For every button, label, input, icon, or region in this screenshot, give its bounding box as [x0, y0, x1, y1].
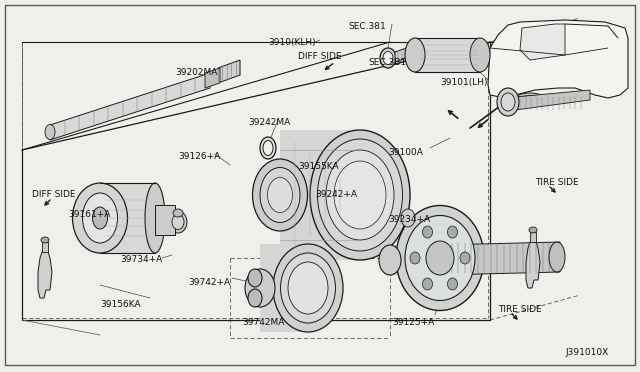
Polygon shape: [42, 242, 48, 252]
Ellipse shape: [396, 205, 484, 311]
Ellipse shape: [260, 167, 300, 222]
Text: SEC.381: SEC.381: [348, 22, 386, 31]
Ellipse shape: [72, 183, 127, 253]
Ellipse shape: [447, 226, 458, 238]
Polygon shape: [515, 90, 590, 110]
Ellipse shape: [93, 207, 108, 229]
Ellipse shape: [83, 193, 118, 243]
Ellipse shape: [422, 226, 433, 238]
Ellipse shape: [405, 215, 475, 301]
Ellipse shape: [383, 51, 393, 64]
Ellipse shape: [268, 177, 292, 212]
Ellipse shape: [145, 183, 165, 253]
Polygon shape: [395, 45, 415, 62]
Ellipse shape: [169, 211, 187, 233]
Ellipse shape: [379, 245, 401, 275]
Ellipse shape: [460, 252, 470, 264]
Polygon shape: [260, 244, 308, 332]
Ellipse shape: [501, 93, 515, 111]
Text: 39242MA: 39242MA: [248, 118, 291, 127]
Text: 39155KA: 39155KA: [298, 162, 339, 171]
Ellipse shape: [426, 241, 454, 275]
Ellipse shape: [334, 161, 386, 229]
Ellipse shape: [288, 262, 328, 314]
Polygon shape: [205, 68, 220, 88]
Text: 39202MA: 39202MA: [175, 68, 218, 77]
Text: SEC.3B1: SEC.3B1: [368, 58, 406, 67]
Polygon shape: [155, 205, 175, 235]
Text: TIRE SIDE: TIRE SIDE: [498, 305, 541, 314]
Text: 3910(KLH): 3910(KLH): [268, 38, 316, 47]
Ellipse shape: [248, 269, 262, 287]
Ellipse shape: [326, 150, 394, 240]
Text: TIRE SIDE: TIRE SIDE: [535, 178, 579, 187]
Polygon shape: [415, 38, 480, 72]
Text: 39742+A: 39742+A: [188, 278, 230, 287]
Ellipse shape: [310, 130, 410, 260]
Ellipse shape: [317, 139, 403, 251]
Text: 39100A: 39100A: [388, 148, 423, 157]
Ellipse shape: [280, 253, 335, 323]
Ellipse shape: [447, 278, 458, 290]
Polygon shape: [526, 242, 540, 288]
Text: 39101(LH): 39101(LH): [440, 78, 488, 87]
Polygon shape: [218, 60, 240, 83]
Ellipse shape: [401, 209, 415, 227]
Text: DIFF SIDE: DIFF SIDE: [32, 190, 76, 199]
Polygon shape: [440, 242, 560, 275]
Ellipse shape: [41, 237, 49, 243]
Text: 39161+A: 39161+A: [68, 210, 110, 219]
Ellipse shape: [263, 141, 273, 155]
Text: J391010X: J391010X: [565, 348, 608, 357]
Ellipse shape: [253, 159, 307, 231]
Ellipse shape: [173, 209, 183, 217]
Polygon shape: [488, 20, 628, 98]
Polygon shape: [100, 183, 155, 253]
Ellipse shape: [248, 289, 262, 307]
Ellipse shape: [45, 125, 55, 140]
Ellipse shape: [245, 269, 275, 307]
Ellipse shape: [273, 244, 343, 332]
Polygon shape: [530, 232, 536, 242]
Text: 39242+A: 39242+A: [315, 190, 357, 199]
Ellipse shape: [422, 278, 433, 290]
Text: 39742MA: 39742MA: [242, 318, 284, 327]
Ellipse shape: [497, 88, 519, 116]
Ellipse shape: [380, 48, 396, 68]
Ellipse shape: [529, 227, 537, 233]
Polygon shape: [38, 252, 52, 298]
Ellipse shape: [410, 252, 420, 264]
Ellipse shape: [519, 96, 541, 105]
Ellipse shape: [260, 137, 276, 159]
Ellipse shape: [514, 93, 546, 107]
Text: 39734+A: 39734+A: [120, 255, 163, 264]
Ellipse shape: [172, 215, 184, 230]
Text: 39156KA: 39156KA: [100, 300, 141, 309]
Ellipse shape: [470, 38, 490, 72]
Ellipse shape: [405, 38, 425, 72]
Polygon shape: [50, 73, 210, 140]
Text: DIFF SIDE: DIFF SIDE: [298, 52, 342, 61]
Polygon shape: [280, 130, 360, 260]
Polygon shape: [390, 245, 440, 275]
Text: 39125+A: 39125+A: [392, 318, 435, 327]
Polygon shape: [520, 24, 565, 60]
Text: 39126+A: 39126+A: [178, 152, 220, 161]
Ellipse shape: [549, 242, 565, 272]
Text: 39234+A: 39234+A: [388, 215, 430, 224]
